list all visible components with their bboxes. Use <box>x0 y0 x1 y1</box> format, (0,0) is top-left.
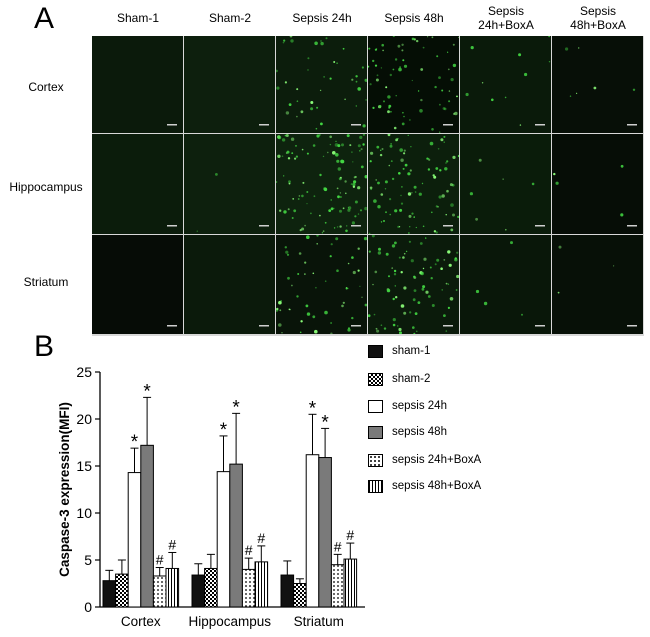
row-label-hippocampus: Hippocampus <box>9 180 83 194</box>
bar <box>115 573 129 608</box>
legend-item: sepsis 48h+BoxA <box>368 478 481 494</box>
y-tick-label: 5 <box>84 552 92 568</box>
legend-swatch <box>368 479 383 493</box>
bar <box>330 564 345 608</box>
legend-label: sepsis 48h <box>392 426 447 438</box>
row-label-cortex: Cortex <box>28 80 64 94</box>
micrograph-tile-r1-c6 <box>552 36 643 133</box>
legend-item: sham-1 <box>368 343 430 359</box>
micrograph-grid <box>92 36 644 336</box>
legend-label: sham-1 <box>392 345 431 357</box>
column-header-sham-1: Sham-1 <box>116 11 160 25</box>
significance-marker: * <box>131 432 139 453</box>
significance-marker: # <box>346 527 354 543</box>
micrograph-tile-r3-c1 <box>92 235 183 334</box>
micrograph-tile-r1-c5 <box>460 36 551 133</box>
legend-swatch <box>368 425 383 439</box>
micrograph-tile-r3-c2 <box>184 235 275 334</box>
bar <box>241 568 256 608</box>
bar <box>254 561 269 608</box>
bar <box>152 575 167 608</box>
micrograph-tile-r3-c4 <box>368 235 459 334</box>
bar <box>293 583 307 608</box>
y-tick-label: 0 <box>84 599 92 615</box>
column-header-sepsis-48h: Sepsis 48h <box>384 11 444 25</box>
legend-label: sepsis 48h+BoxA <box>392 480 482 492</box>
column-header-sepsis-24h: Sepsis 24h <box>292 11 352 25</box>
micrograph-tile-r2-c4 <box>368 134 459 234</box>
y-tick-label: 15 <box>76 458 92 474</box>
y-tick-label: 10 <box>76 505 92 521</box>
x-category-label: Hippocampus <box>189 614 272 629</box>
legend-swatch <box>368 453 383 467</box>
panel-b-label: B <box>34 330 55 363</box>
significance-marker: * <box>143 381 151 402</box>
bar <box>280 574 295 608</box>
bar <box>343 558 358 608</box>
legend-item: sepsis 24h <box>368 398 447 414</box>
bar <box>318 457 332 608</box>
micrograph-tile-r1-c1 <box>92 36 183 133</box>
legend-label: sepsis 24h <box>392 400 447 412</box>
legend-item: sepsis 48h <box>368 424 447 440</box>
significance-marker: * <box>220 420 228 441</box>
bar <box>165 567 180 608</box>
micrograph-tile-r2-c6 <box>552 134 643 234</box>
significance-marker: # <box>257 530 265 546</box>
y-tick-label: 20 <box>76 411 92 427</box>
legend-item: sham-2 <box>368 371 430 387</box>
significance-marker: # <box>245 542 253 558</box>
legend-swatch <box>368 372 383 386</box>
micrograph-tile-r1-c4 <box>368 36 459 133</box>
bar <box>216 471 231 608</box>
y-tick-label: 25 <box>76 364 92 380</box>
significance-marker: # <box>334 538 342 554</box>
y-axis-title: Caspase-3 expression(MFI) <box>57 402 72 577</box>
x-category-label: Cortex <box>121 614 161 629</box>
micrograph-tile-r2-c5 <box>460 134 551 234</box>
legend-label: sham-2 <box>392 373 431 385</box>
column-header-sham-2: Sham-2 <box>208 11 252 25</box>
x-category-label: Striatum <box>294 614 344 629</box>
bar <box>305 454 320 608</box>
significance-marker: * <box>232 397 240 418</box>
bar <box>140 444 154 608</box>
micrograph-tile-r3-c6 <box>552 235 643 334</box>
micrograph-tile-r2-c1 <box>92 134 183 234</box>
micrograph-tile-r1-c3 <box>276 36 367 133</box>
bar <box>204 567 218 608</box>
legend-swatch <box>368 399 383 413</box>
significance-marker: # <box>168 536 176 552</box>
bar <box>102 580 117 608</box>
legend-item: sepsis 24h+BoxA <box>368 452 481 468</box>
micrograph-tile-r2-c3 <box>276 134 367 234</box>
panel-a-label: A <box>34 2 55 35</box>
column-header-sepsis-24h-boxa: Sepsis 24h+BoxA <box>478 4 534 32</box>
row-label-striatum: Striatum <box>23 275 69 289</box>
bar <box>127 472 142 608</box>
significance-marker: # <box>156 552 164 568</box>
bar <box>191 574 206 608</box>
significance-marker: * <box>309 398 317 419</box>
legend-label: sepsis 24h+BoxA <box>392 454 482 466</box>
bar <box>229 463 243 608</box>
legend-swatch <box>368 344 383 358</box>
micrograph-tile-r1-c2 <box>184 36 275 133</box>
micrograph-tile-r3-c5 <box>460 235 551 334</box>
column-header-sepsis-48h-boxa: Sepsis 48h+BoxA <box>570 4 626 32</box>
micrograph-tile-r2-c2 <box>184 134 275 234</box>
significance-marker: * <box>321 412 329 433</box>
micrograph-tile-r3-c3 <box>276 235 367 334</box>
